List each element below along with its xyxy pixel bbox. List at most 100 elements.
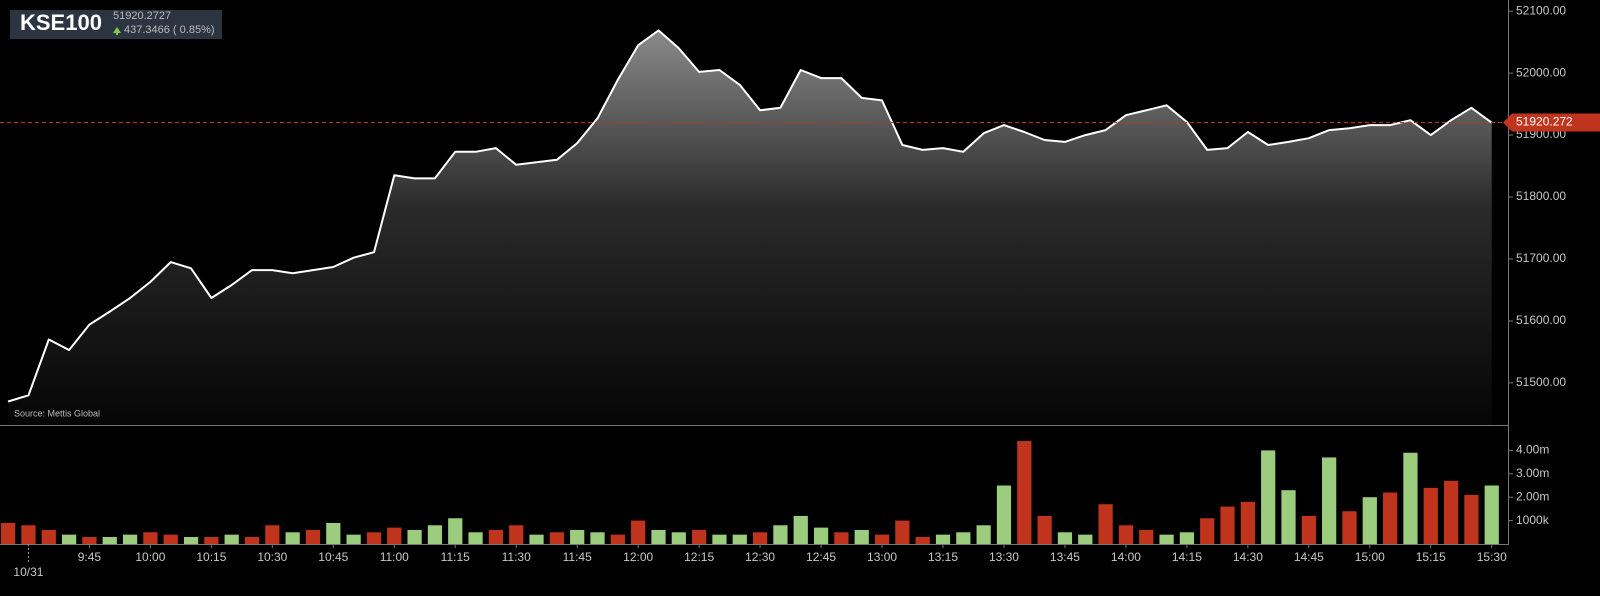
volume-bar [41, 529, 56, 544]
x-tick-label: 11:45 [563, 550, 592, 564]
volume-bar [1159, 534, 1174, 544]
volume-bar [1118, 525, 1134, 544]
volume-bar [427, 525, 443, 544]
volume-bar [387, 527, 402, 544]
volume-bar [285, 532, 300, 544]
volume-bar [122, 534, 138, 544]
x-tick-label: 9:45 [78, 550, 102, 564]
area-fill [8, 30, 1492, 426]
volume-bar [712, 534, 727, 544]
volume-bar [163, 534, 178, 544]
volume-bar [1362, 497, 1377, 544]
volume-bar [956, 532, 971, 544]
x-tick-label: 12:15 [684, 550, 714, 564]
x-tick-label: 14:15 [1172, 550, 1202, 564]
x-tick-label: 15:00 [1355, 550, 1385, 564]
date-tick-label: 10/31 [13, 565, 43, 579]
volume-bar [915, 536, 930, 544]
volume-bar [590, 532, 605, 544]
volume-bar [509, 525, 524, 544]
x-tick-label: 11:15 [441, 550, 470, 564]
volume-bar [1484, 485, 1499, 544]
x-tick-label: 13:15 [928, 550, 958, 564]
x-tick-label: 10:15 [196, 550, 226, 564]
y-tick-label: 52000.00 [1516, 65, 1566, 79]
volume-bar [1423, 487, 1438, 544]
volume-bar [1322, 457, 1337, 544]
volume-bar [996, 485, 1012, 544]
x-tick-label: 15:30 [1477, 550, 1507, 564]
volume-bar [61, 534, 77, 544]
volume-bar [448, 518, 463, 544]
volume-bar [631, 520, 646, 544]
volume-bar [773, 525, 788, 544]
volume-bar [1139, 529, 1154, 544]
volume-bar [265, 525, 280, 544]
x-tick-label: 11:00 [380, 550, 409, 564]
price-line [7, 29, 1493, 403]
x-tick-label: 12:45 [806, 550, 836, 564]
volume-bar [1342, 511, 1357, 544]
y-tick-label: 1000k [1516, 513, 1550, 527]
x-tick-label: 10:30 [257, 550, 287, 564]
volume-bar [752, 532, 768, 544]
volume-bar [692, 529, 707, 544]
volume-bar [610, 534, 625, 544]
volume-bar [1, 522, 16, 544]
x-tick-label: 14:45 [1294, 550, 1324, 564]
volume-bar [1200, 518, 1215, 544]
y-tick-label: 4.00m [1516, 443, 1549, 457]
x-tick-label: 13:00 [867, 550, 897, 564]
up-arrow-stem [116, 32, 118, 35]
volume-bar [21, 525, 36, 544]
source: Source: Mettis Global [14, 408, 100, 418]
x-tick-label: 10:00 [135, 550, 165, 564]
last-price-label: 51920.272 [1516, 115, 1573, 129]
volume-bar [224, 534, 239, 544]
volume-bar [1301, 515, 1316, 544]
volume-bar [976, 525, 991, 544]
volume-bar [1220, 506, 1235, 544]
volume-bar [1017, 441, 1032, 544]
up-arrow [113, 27, 121, 33]
change: 437.3466 ( 0.85%) [124, 24, 215, 36]
volume-bar [570, 529, 585, 544]
volume-bar [1098, 504, 1113, 544]
volume-bar [305, 529, 321, 544]
volume-bar [468, 532, 483, 544]
volume-bar [549, 532, 564, 544]
y-tick-label: 2.00m [1516, 489, 1549, 503]
x-tick-label: 14:00 [1111, 550, 1141, 564]
volume-bar [244, 536, 260, 544]
y-tick-label: 51500.00 [1516, 375, 1566, 389]
volume-bar [1443, 480, 1459, 544]
volume-bar [793, 515, 808, 544]
price: 51920.2727 [113, 10, 171, 22]
volume-bar [407, 529, 422, 544]
volume-bar [1281, 490, 1296, 544]
volume-bar [1179, 532, 1195, 544]
y-tick-label: 51600.00 [1516, 313, 1566, 327]
x-tick-label: 13:30 [989, 550, 1019, 564]
last-price-tag [1503, 113, 1600, 132]
volume-bar [326, 522, 341, 544]
x-tick-label: 13:45 [1050, 550, 1080, 564]
volume-bar [204, 536, 219, 544]
volume-bar [895, 520, 910, 544]
volume-bar [854, 529, 869, 544]
volume-bar [366, 532, 382, 544]
y-tick-label: 51800.00 [1516, 189, 1566, 203]
volume-bar [1057, 532, 1073, 544]
y-tick-label: 51700.00 [1516, 251, 1566, 265]
volume-bar [143, 532, 158, 544]
volume-bar [1383, 492, 1398, 544]
volume-bar [651, 529, 666, 544]
x-tick-label: 12:30 [745, 550, 775, 564]
volume-bar [102, 536, 117, 544]
volume-bar [1464, 494, 1479, 544]
volume-bar [671, 532, 686, 544]
volume-bar [732, 534, 747, 544]
volume-bar [1037, 515, 1052, 544]
volume-bar [834, 532, 849, 544]
